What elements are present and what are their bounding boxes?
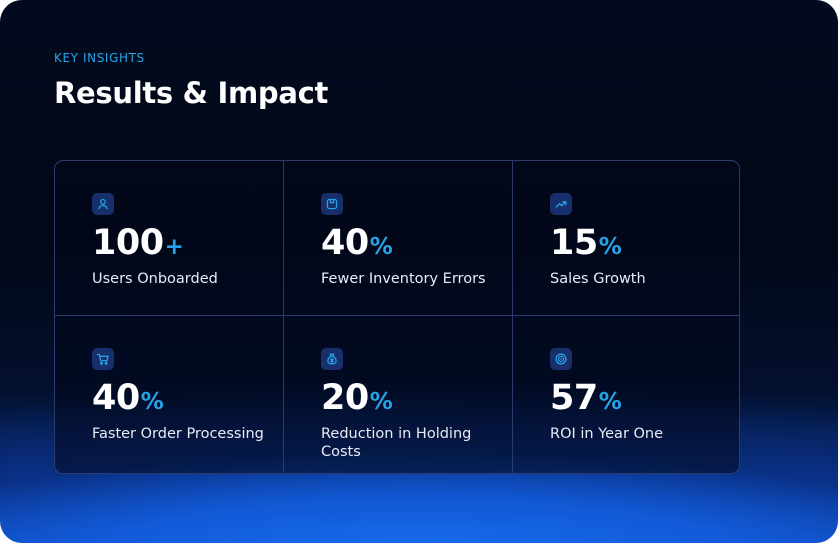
money-bag-icon xyxy=(321,348,343,370)
metric-number: 40 xyxy=(92,378,140,418)
metric-label: Sales Growth xyxy=(550,271,646,287)
metric-label: Fewer Inventory Errors xyxy=(321,271,486,287)
metric-label: ROI in Year One xyxy=(550,426,664,442)
trend-up-icon xyxy=(550,193,572,215)
metric-suffix: % xyxy=(598,389,622,415)
metric-value: 40 % xyxy=(321,223,393,263)
metric-suffix: + xyxy=(164,234,184,260)
metric-value: 57 % xyxy=(550,378,622,418)
metric-number: 100 xyxy=(92,223,164,263)
metric-card: 20 % Reduction in Holding Costs xyxy=(284,316,513,473)
metric-number: 15 xyxy=(550,223,598,263)
metric-suffix: % xyxy=(369,234,393,260)
metric-suffix: % xyxy=(598,234,622,260)
metric-number: 20 xyxy=(321,378,369,418)
metric-suffix: % xyxy=(140,389,164,415)
metric-number: 57 xyxy=(550,378,598,418)
user-icon xyxy=(92,193,114,215)
metric-label: Reduction in Holding Costs xyxy=(321,426,472,460)
box-icon xyxy=(321,193,343,215)
metric-label: Users Onboarded xyxy=(92,271,218,287)
metric-suffix: % xyxy=(369,389,393,415)
metric-number: 40 xyxy=(321,223,369,263)
section-title: Results & Impact xyxy=(54,76,329,110)
metric-card: 57 % ROI in Year One xyxy=(513,316,739,473)
cart-icon xyxy=(92,348,114,370)
metric-card: 100 + Users Onboarded xyxy=(55,161,284,316)
metric-value: 15 % xyxy=(550,223,622,263)
metric-value: 20 % xyxy=(321,378,393,418)
metric-card: 15 % Sales Growth xyxy=(513,161,739,316)
coin-icon xyxy=(550,348,572,370)
metric-label: Faster Order Processing xyxy=(92,426,264,442)
metric-card: 40 % Fewer Inventory Errors xyxy=(284,161,513,316)
metric-value: 40 % xyxy=(92,378,164,418)
metrics-grid: 100 + Users Onboarded 40 % Fewer Invento… xyxy=(54,160,740,474)
metric-value: 100 + xyxy=(92,223,184,263)
section-eyebrow: KEY INSIGHTS xyxy=(54,51,145,65)
metric-card: 40 % Faster Order Processing xyxy=(55,316,284,473)
